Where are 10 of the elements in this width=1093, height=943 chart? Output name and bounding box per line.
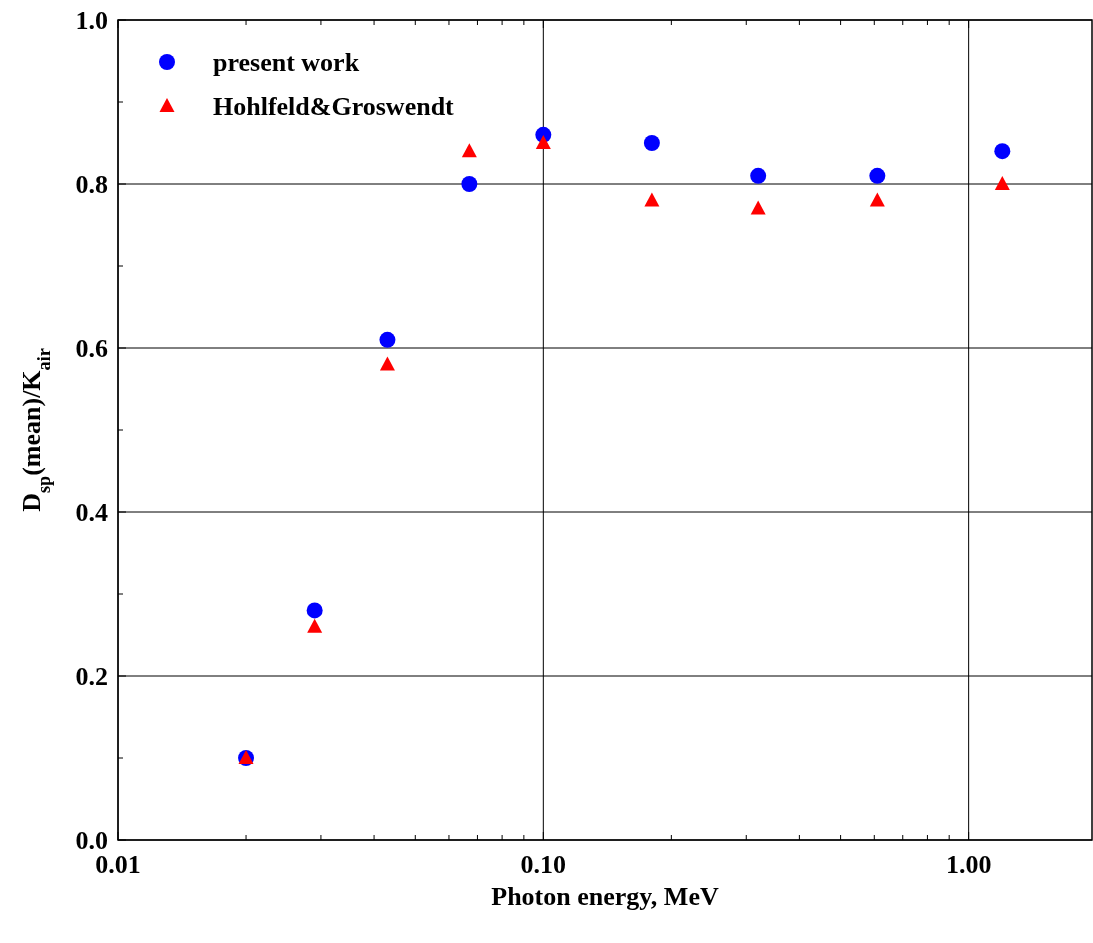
y-tick-label: 0.8 — [75, 170, 108, 199]
legend-label: Hohlfeld&Groswendt — [213, 92, 455, 121]
x-tick-label: 1.00 — [945, 850, 992, 879]
y-tick-label: 0.2 — [75, 662, 108, 691]
y-tick-label: 0.6 — [75, 334, 108, 363]
legend-label: present work — [213, 48, 360, 77]
x-axis-title: Photon energy, MeV — [491, 882, 719, 911]
x-tick-label: 0.10 — [520, 850, 567, 879]
y-tick-label: 1.0 — [75, 6, 108, 35]
y-tick-label: 0.4 — [75, 498, 108, 527]
